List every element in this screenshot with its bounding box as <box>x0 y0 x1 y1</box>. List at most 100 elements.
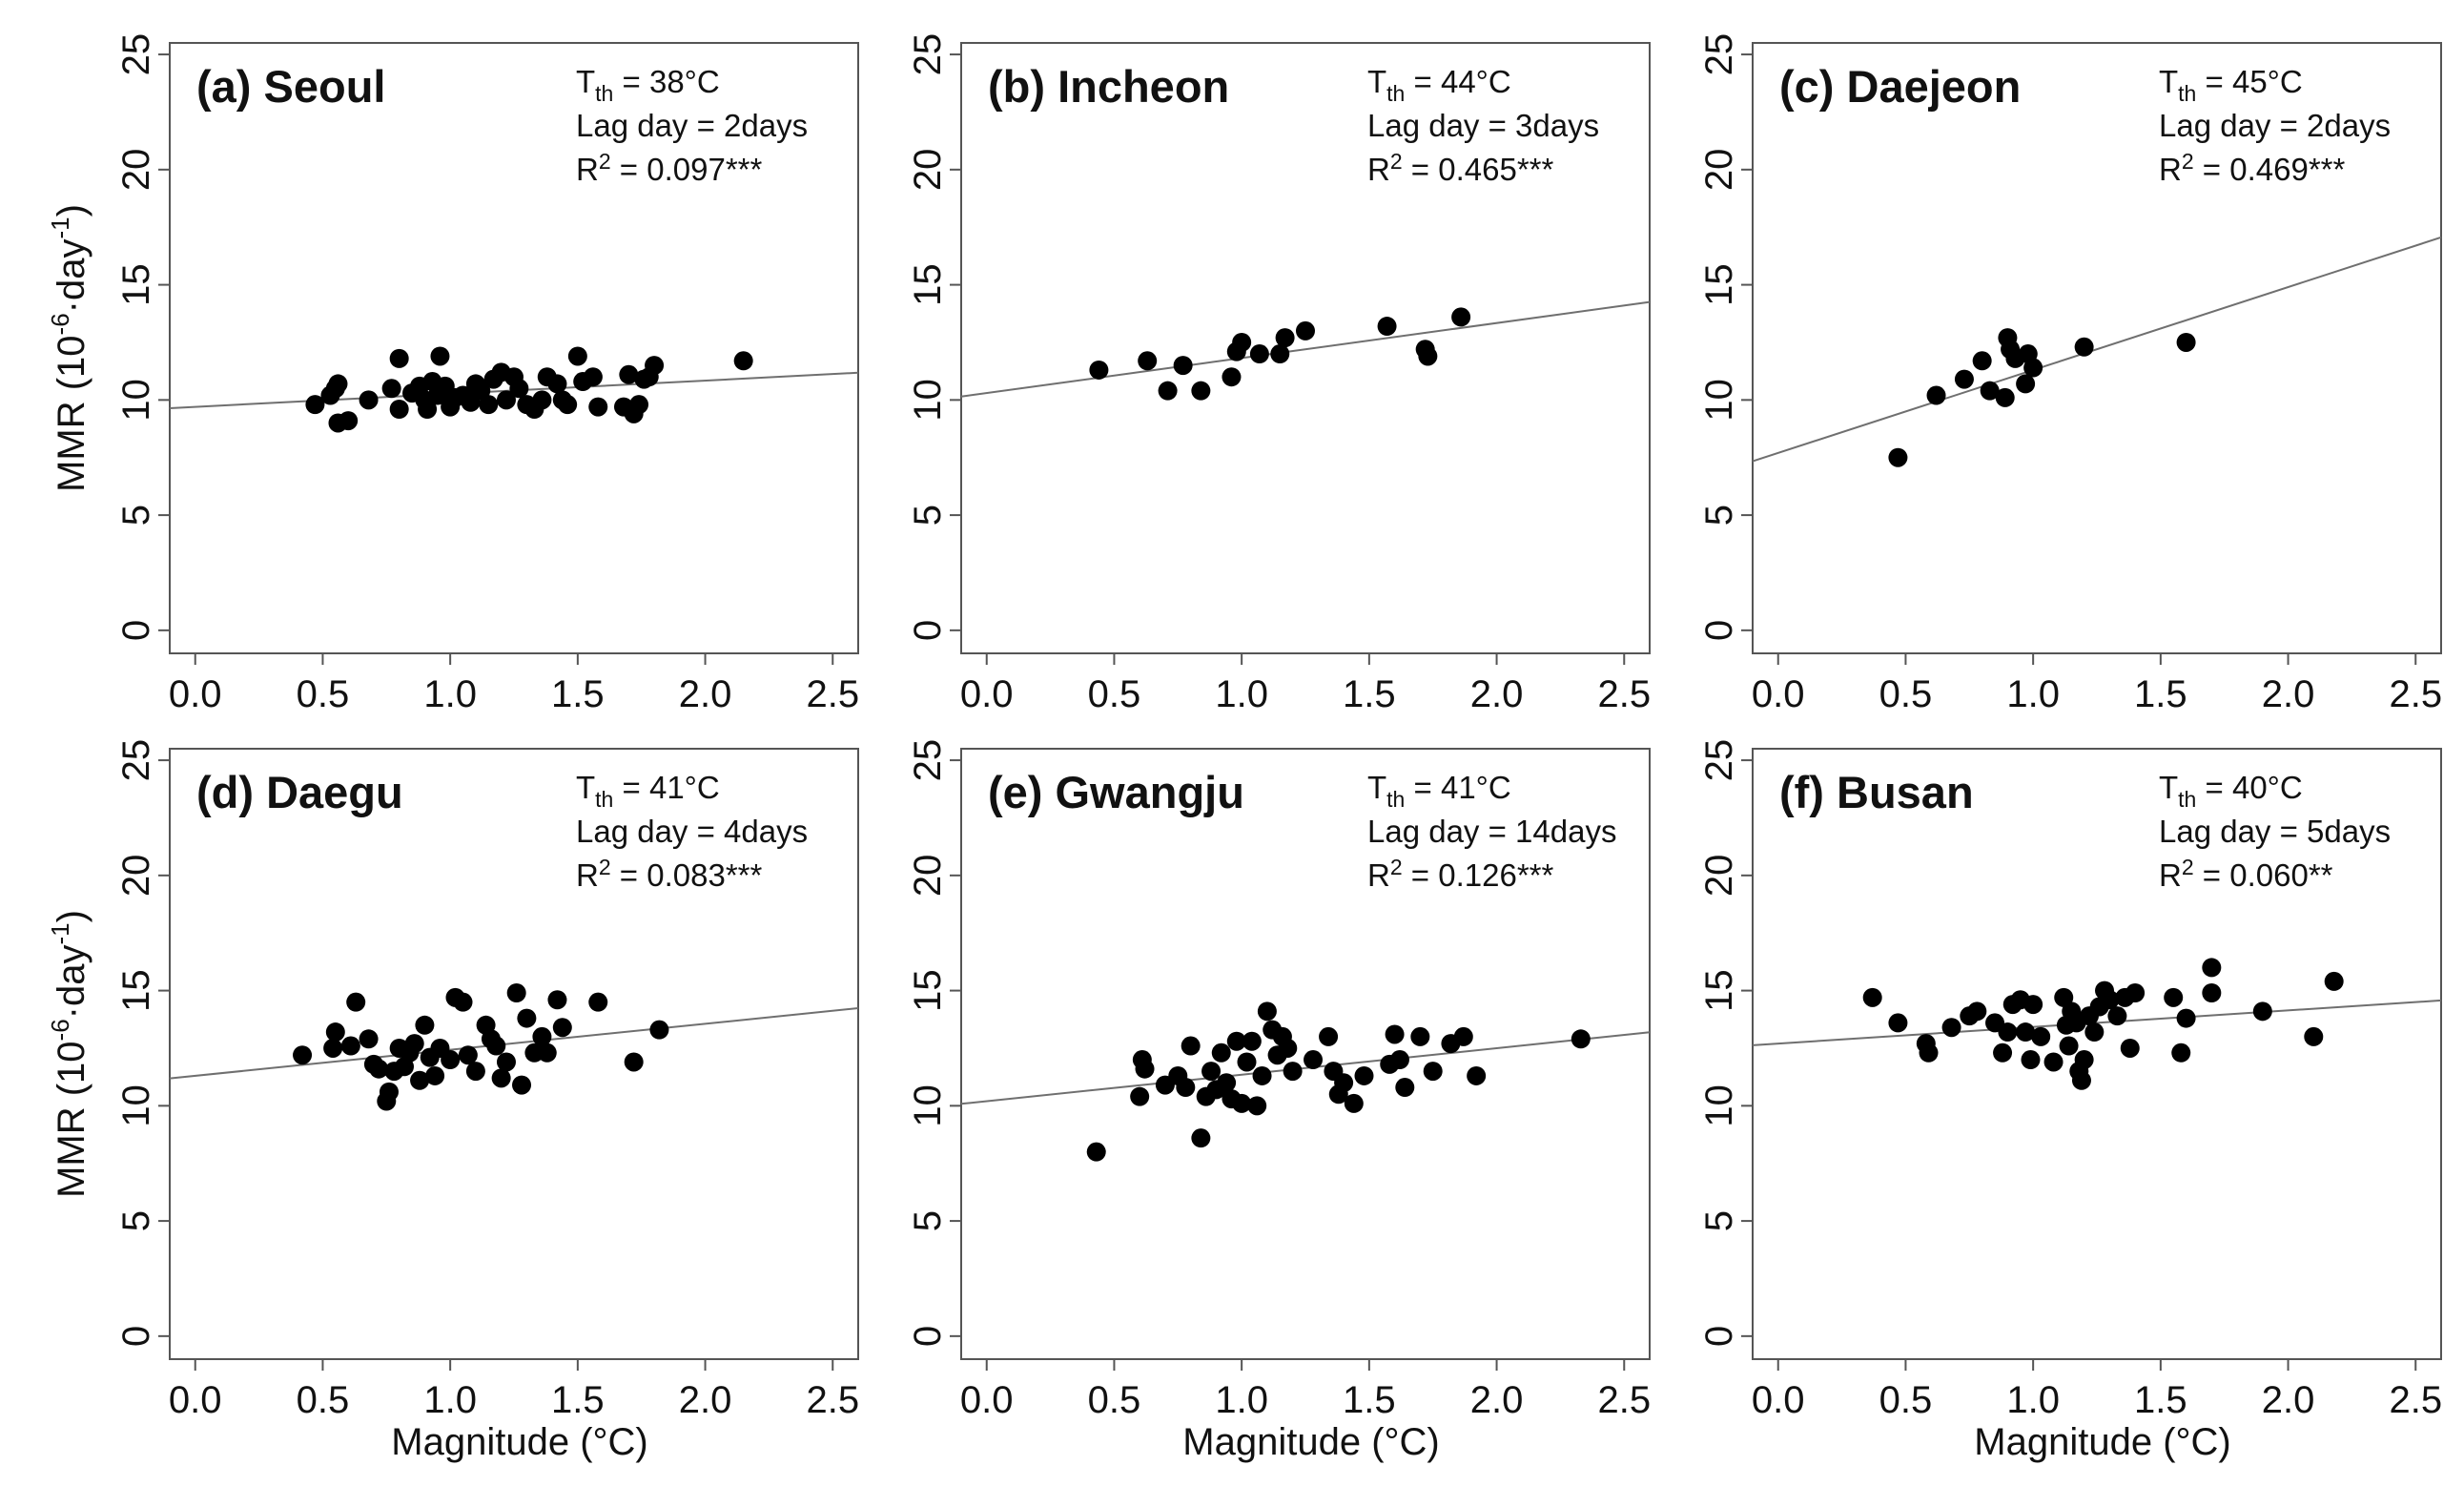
panel-5: 0.0 0.5 1.0 1.5 2.0 2.5 0 5 10 15 20 25 (e) Gwangju T… <box>907 739 1651 1421</box>
x-tick-label: 1.0 <box>2006 1379 2060 1421</box>
y-tick-label: 20 <box>907 149 949 192</box>
x-tick-label: 1.5 <box>551 1379 605 1421</box>
regression-line <box>960 1031 1651 1105</box>
data-point <box>328 374 348 394</box>
x-tick-label: 2.0 <box>2262 1379 2315 1421</box>
x-axis-title-f: Magnitude (°C) <box>1974 1421 2230 1463</box>
data-point <box>458 1045 478 1065</box>
x-tick-label: 1.0 <box>423 673 477 715</box>
x-tick-label: 0.5 <box>1879 1379 1933 1421</box>
data-point <box>1252 1065 1272 1085</box>
data-point <box>1377 317 1397 337</box>
regression-line <box>1752 999 2442 1046</box>
r2-superscript: 2 <box>599 855 611 879</box>
data-point <box>1389 1050 1409 1070</box>
data-point <box>1201 1062 1222 1082</box>
threshold-value: = 44°C <box>1405 64 1510 99</box>
threshold-symbol: T <box>2159 64 2178 99</box>
panel-title: (d) Daegu <box>196 767 403 817</box>
data-point <box>389 348 409 368</box>
data-point <box>379 1082 399 1102</box>
x-tick-label: 1.0 <box>423 1379 477 1421</box>
y-axis-title-mid: ·day <box>51 945 92 1020</box>
y-tick-label: 15 <box>115 969 157 1012</box>
data-point <box>305 395 325 415</box>
lag-annotation: Lag day = 2days <box>576 108 808 143</box>
regression-line <box>960 300 1651 398</box>
x-tick-label: 0.0 <box>169 1379 222 1421</box>
data-point <box>506 983 526 1002</box>
r2-superscript: 2 <box>599 149 611 174</box>
r2-annotation: R2 = 0.097*** <box>576 149 763 187</box>
plot-frame <box>169 748 859 1360</box>
data-point <box>2031 1026 2051 1046</box>
r2-superscript: 2 <box>2182 855 2194 879</box>
data-point <box>1385 1024 1405 1044</box>
data-point <box>441 1050 461 1070</box>
data-point <box>1232 332 1252 352</box>
data-point <box>1158 381 1178 401</box>
r2-annotation: R2 = 0.126*** <box>1367 855 1554 893</box>
data-point <box>547 374 567 394</box>
x-tick-label: 2.5 <box>806 673 859 715</box>
regression-line <box>169 1006 859 1080</box>
x-tick-label: 2.5 <box>806 1379 859 1421</box>
x-tick-label: 2.5 <box>1597 1379 1651 1421</box>
lag-annotation: Lag day = 14days <box>1367 814 1616 849</box>
lag-annotation: Lag day = 4days <box>576 814 808 849</box>
data-point <box>1226 1031 1246 1051</box>
data-point <box>1086 1142 1106 1162</box>
data-point <box>2171 1043 2191 1063</box>
data-point <box>1181 1036 1201 1056</box>
y-tick-label: 5 <box>1698 1210 1740 1231</box>
r2-symbol: R <box>2159 152 2182 187</box>
r2-value: = 0.465*** <box>1403 152 1554 187</box>
r2-symbol: R <box>1367 152 1390 187</box>
r2-symbol: R <box>576 857 599 893</box>
data-point <box>486 1036 506 1056</box>
y-tick-label: 25 <box>1698 33 1740 76</box>
data-point <box>381 379 401 399</box>
r2-superscript: 2 <box>2182 149 2194 174</box>
r2-superscript: 2 <box>1390 855 1403 879</box>
y-tick-label: 0 <box>115 620 157 641</box>
data-point <box>733 351 753 371</box>
x-tick-label: 2.0 <box>2262 673 2315 715</box>
data-point <box>1967 1001 1987 1022</box>
x-tick-label: 0.0 <box>960 673 1014 715</box>
x-tick-label: 0.5 <box>1088 1379 1141 1421</box>
data-point <box>583 367 603 387</box>
data-point <box>558 395 578 415</box>
y-tick-label: 20 <box>1698 149 1740 192</box>
r2-symbol: R <box>1367 857 1390 893</box>
y-axis-title-exp1: -6 <box>46 1019 74 1041</box>
data-point <box>1191 381 1211 401</box>
y-tick-label: 15 <box>115 263 157 306</box>
r2-annotation: R2 = 0.083*** <box>576 855 763 893</box>
data-point <box>2324 971 2344 991</box>
y-tick-label: 25 <box>115 739 157 782</box>
threshold-annotation: Tth = 41°C <box>1367 770 1511 812</box>
data-point <box>1418 346 1438 366</box>
data-point <box>1247 1096 1267 1116</box>
x-tick-label: 2.5 <box>2389 673 2442 715</box>
data-point <box>1467 1065 1487 1085</box>
r2-value: = 0.126*** <box>1403 857 1554 893</box>
x-tick-label: 1.0 <box>2006 673 2060 715</box>
threshold-value: = 45°C <box>2196 64 2302 99</box>
y-axis-title-top: MMR (10-6·day-1) <box>46 204 92 492</box>
x-tick-label: 2.0 <box>679 1379 732 1421</box>
data-point <box>453 992 473 1012</box>
data-point <box>1130 1086 1150 1106</box>
x-tick-label: 1.5 <box>1343 673 1396 715</box>
data-point <box>404 1034 424 1054</box>
data-point <box>1954 369 1974 389</box>
threshold-symbol: T <box>2159 770 2178 805</box>
data-point <box>552 1018 572 1038</box>
data-point <box>532 1026 552 1046</box>
data-point <box>2084 1022 2105 1043</box>
data-point <box>359 1029 379 1049</box>
data-point <box>645 356 665 376</box>
y-axis-title-exp2: -1 <box>46 922 74 944</box>
data-point <box>1571 1029 1591 1049</box>
